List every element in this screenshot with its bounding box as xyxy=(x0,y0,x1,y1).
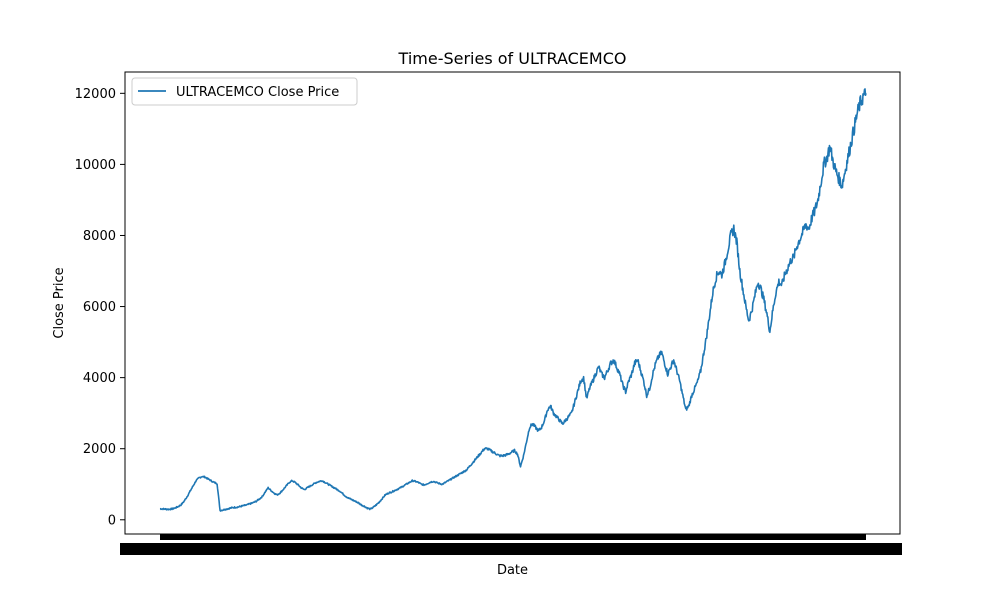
y-tick-label: 8000 xyxy=(83,229,116,244)
y-tick-label: 10000 xyxy=(75,158,116,173)
y-tick-label: 4000 xyxy=(83,371,116,386)
y-tick-label: 6000 xyxy=(83,300,116,315)
y-axis-label: Close Price xyxy=(52,267,67,338)
y-tick-label: 12000 xyxy=(75,87,116,102)
chart-title: Time-Series of ULTRACEMCO xyxy=(398,49,627,68)
x-tick-labels-overlap xyxy=(120,543,902,555)
x-axis-tick-labels xyxy=(120,534,902,555)
series-line-ultracemco xyxy=(159,88,867,512)
legend: ULTRACEMCO Close Price xyxy=(131,77,358,106)
x-axis-label: Date xyxy=(497,563,528,578)
x-tick-marks xyxy=(160,534,866,540)
y-tick-label: 2000 xyxy=(83,442,116,457)
y-axis: 0 2000 4000 6000 8000 10000 12000 xyxy=(75,87,125,528)
plot-area xyxy=(124,71,901,535)
legend-label: ULTRACEMCO Close Price xyxy=(176,85,339,100)
legend-box xyxy=(131,77,358,106)
y-tick-label: 0 xyxy=(108,513,116,528)
